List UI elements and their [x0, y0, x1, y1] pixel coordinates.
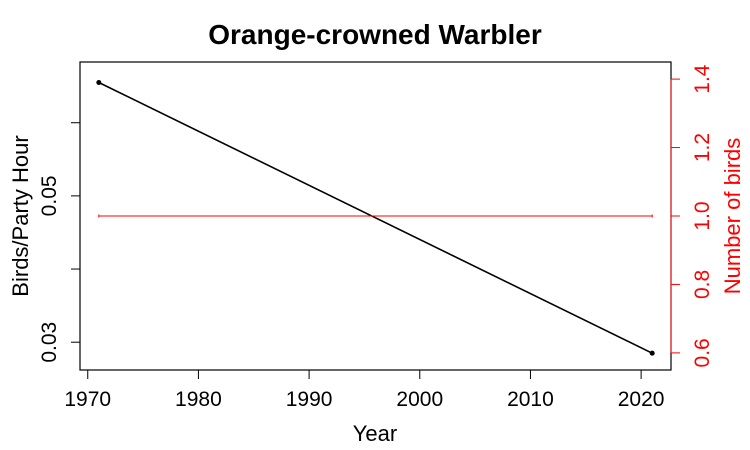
y-tick-label-right: 1.0	[691, 201, 714, 230]
series-line-left	[98, 81, 653, 354]
y-tick-label-right: 0.8	[691, 270, 714, 299]
y-tick-label-right: 0.6	[691, 338, 714, 367]
x-tick-label: 1990	[286, 388, 333, 411]
y-tick-label-right: 1.4	[691, 64, 714, 94]
x-tick-label: 1980	[175, 388, 222, 411]
x-axis-title: Year	[353, 421, 397, 446]
y-tick-label-left: 0.05	[38, 175, 61, 216]
x-axis: 1970 1980 1990 2000 2010 2020	[64, 369, 665, 411]
series-point-left	[96, 79, 102, 85]
y-axis-left: 0.03 0.05	[38, 122, 81, 363]
x-tick-label: 2020	[618, 388, 665, 411]
chart-title: Orange-crowned Warbler	[208, 19, 542, 50]
series-layer	[96, 79, 655, 356]
y-axis-left-title: Birds/Party Hour	[8, 135, 33, 296]
series-point-left	[649, 350, 655, 356]
x-tick-label: 1970	[64, 388, 111, 411]
x-tick-label: 2010	[507, 388, 554, 411]
y-axis-right-title: Number of birds	[720, 138, 745, 295]
y-tick-label-left: 0.03	[38, 322, 61, 363]
x-tick-label: 2000	[396, 388, 443, 411]
y-axis-right: 0.6 0.8 1.0 1.2 1.4	[670, 64, 714, 367]
y-tick-label-right: 1.2	[691, 133, 714, 162]
